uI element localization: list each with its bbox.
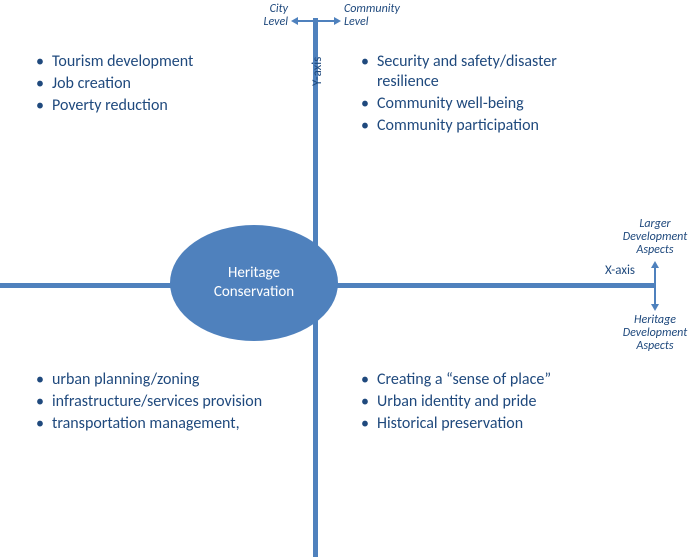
y-axis-top-arrow-line: [298, 20, 334, 22]
arrow-left-icon: [291, 17, 298, 25]
x-top-dim-label: Larger Development Aspects: [615, 218, 695, 258]
list-item: Community well-being: [355, 94, 595, 114]
x-axis-label: X-axis: [605, 263, 635, 278]
list-item: Community participation: [355, 116, 595, 136]
quadrant-top-right: Security and safety/disaster resilienceC…: [355, 52, 595, 138]
quadrant-bottom-right: Creating a “sense of place”Urban identit…: [355, 370, 595, 436]
list: Security and safety/disaster resilienceC…: [355, 52, 595, 136]
x-axis-right-arrow-line: [654, 268, 656, 304]
x-bottom-dim-line3: Aspects: [636, 339, 673, 353]
y-right-dim-label: Community Level: [344, 3, 424, 29]
list: Creating a “sense of place”Urban identit…: [355, 370, 595, 434]
quadrant-bottom-left: urban planning/zoninginfrastructure/serv…: [30, 370, 290, 436]
list-item: urban planning/zoning: [30, 370, 290, 390]
x-top-dim-line2: Development: [623, 230, 688, 244]
quadrant-top-left: Tourism developmentJob creationPoverty r…: [30, 52, 290, 118]
center-oval-line1: Heritage: [228, 264, 280, 282]
center-oval: Heritage Conservation: [170, 225, 338, 341]
arrow-down-icon: [651, 304, 659, 311]
list-item: Urban identity and pride: [355, 392, 595, 412]
list: Tourism developmentJob creationPoverty r…: [30, 52, 290, 116]
x-bottom-dim-label: Heritage Development Aspects: [615, 314, 695, 354]
arrow-right-icon: [334, 17, 341, 25]
list-item: Historical preservation: [355, 414, 595, 434]
y-left-dim-line2: Level: [263, 15, 288, 29]
y-right-dim-line2: Level: [344, 15, 369, 29]
center-oval-text: Heritage Conservation: [214, 264, 294, 302]
y-right-dim-line1: Community: [344, 2, 400, 16]
list-item: transportation management,: [30, 414, 290, 434]
list-item: Creating a “sense of place”: [355, 370, 595, 390]
x-bottom-dim-line1: Heritage: [634, 313, 676, 327]
y-left-dim-label: City Level: [238, 3, 288, 29]
y-axis-label: Y-axis: [310, 57, 325, 86]
x-top-dim-line3: Aspects: [636, 243, 673, 257]
y-left-dim-line1: City: [270, 2, 288, 16]
x-top-dim-line1: Larger: [639, 217, 670, 231]
center-oval-line2: Conservation: [214, 283, 294, 301]
arrow-up-icon: [651, 261, 659, 268]
list-item: Poverty reduction: [30, 96, 290, 116]
list-item: infrastructure/services provision: [30, 392, 290, 412]
list: urban planning/zoninginfrastructure/serv…: [30, 370, 290, 434]
list-item: Security and safety/disaster resilience: [355, 52, 595, 92]
list-item: Job creation: [30, 74, 290, 94]
x-bottom-dim-line2: Development: [623, 326, 688, 340]
list-item: Tourism development: [30, 52, 290, 72]
